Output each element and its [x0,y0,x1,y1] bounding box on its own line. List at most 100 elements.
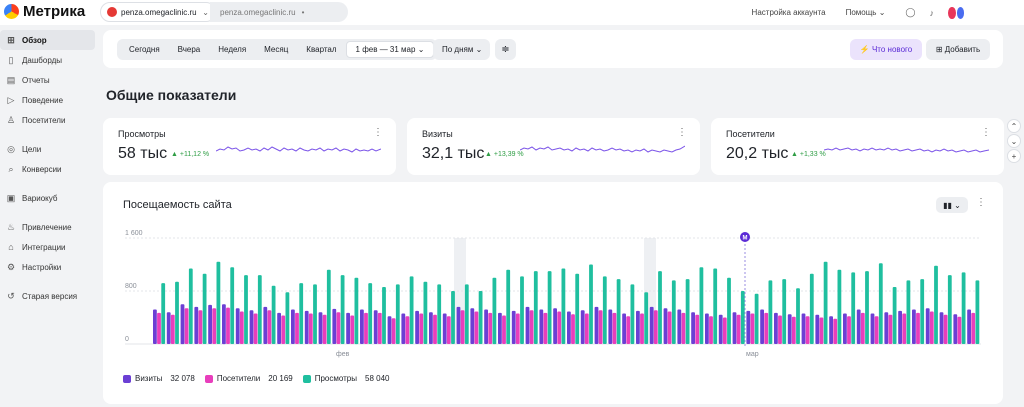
period-today[interactable]: Сегодня [129,45,160,54]
metric-card-visits[interactable]: Визиты 32,1 тыс ▲ +13,39 % ⋮ [407,118,700,175]
bar-0 [732,312,737,344]
sliders-icon: ≑ [501,44,510,55]
chat-icon[interactable]: ◯ [905,7,916,17]
bar-1 [819,317,824,344]
dot-icon: • [301,7,305,17]
bar-1 [640,313,644,344]
widgets-icon: ⊞ [935,45,943,54]
sidebar-item-old-version[interactable]: ↺ Старая версия [0,286,97,306]
period-quarter[interactable]: Квартал [306,45,337,54]
grid-icon: ⊞ [7,34,15,45]
filter-settings-button[interactable]: ≑ [495,39,516,60]
date-range-picker[interactable]: 1 фев — 31 мар ⌄ [345,41,435,58]
sidebar-item-overview[interactable]: ⊞ Обзор [0,30,95,50]
legend-item-pageviews[interactable]: Просмотры 58 040 [302,374,389,383]
bar-1 [736,314,741,344]
add-button[interactable]: ⊞ Добавить [926,39,990,60]
grouping-select[interactable]: По дням ⌄ [433,39,490,60]
kebab-menu-icon[interactable]: ⋮ [981,127,991,138]
kebab-menu-icon[interactable]: ⋮ [373,127,383,138]
metric-card-pageviews[interactable]: Просмотры 58 тыс ▲ +11,12 % ⋮ [103,118,396,175]
bar-1 [446,316,451,344]
legend-label: Просмотры [314,374,358,383]
traffic-chart-card: Посещаемость сайта ▮▮ ⌄ ⋮ 0 800 1 600 фев ма… [103,182,1003,404]
page-title: Общие показатели [106,87,237,103]
bar-2 [382,287,386,344]
scroll-down-button[interactable]: ⌄ [1007,134,1021,148]
bar-0 [594,306,599,344]
bar-2 [409,276,414,344]
traffic-bar-chart: 0 800 1 600 фев мар М [125,230,981,358]
bar-2 [616,279,621,344]
sidebar-item-conversions[interactable]: ⌕ Конверсии [0,159,97,179]
bar-1 [860,312,865,344]
legend-swatch [302,374,311,383]
kebab-menu-icon[interactable]: ⋮ [976,197,986,208]
bar-1 [681,312,686,344]
bar-2 [961,272,966,344]
sidebar-item-visitors[interactable]: ♙ Посетители [0,110,97,130]
metric-card-visitors[interactable]: Посетители 20,2 тыс ▲ +1,33 % ⋮ [711,118,1004,175]
chart-type-select[interactable]: ▮▮ ⌄ [936,197,968,213]
legend-swatch [204,374,213,383]
site-filter-chip[interactable]: penza.omegaclinic.ru • [210,2,348,22]
legend-label: Посетители [216,374,261,383]
history-icon: ↺ [7,290,15,301]
sidebar-item-label: Старая версия [22,291,78,301]
bar-2 [851,272,856,344]
bar-2 [464,284,469,344]
site-filter-label: penza.omegaclinic.ru [220,7,296,17]
filter-bar: Сегодня Вчера Неделя Месяц Квартал 1 фев… [103,30,1003,68]
lightning-icon: ⚡ [859,45,870,54]
bar-2 [175,281,179,344]
site-selector[interactable]: penza.omegaclinic.ru ⌄ [100,2,216,22]
bar-1 [405,316,410,344]
bar-1 [198,310,203,344]
period-month[interactable]: Месяц [264,45,289,54]
grouping-label: По дням [442,45,474,54]
scroll-up-button[interactable]: ⌃ [1007,119,1021,133]
bar-2 [230,267,235,344]
sparkline-line [216,146,381,153]
sparkline-line [520,145,685,153]
sidebar-item-acquisition[interactable]: ♨ Привлечение [0,217,97,237]
chevron-down-icon: ⌄ [417,45,425,54]
bar-0 [636,310,640,344]
sidebar-item-behavior[interactable]: ▷ Поведение [0,90,97,110]
bar-0 [249,310,254,344]
metric-title: Визиты [422,129,453,139]
bar-2 [216,261,221,344]
period-yesterday[interactable]: Вчера [177,45,201,54]
bar-0 [346,312,350,344]
help-menu[interactable]: Помощь ⌄ [846,8,886,17]
period-week[interactable]: Неделя [218,45,247,54]
chevron-down-icon: ⌄ [1010,136,1018,146]
logo[interactable]: Метрика [4,3,85,20]
sidebar-item-goals[interactable]: ◎ Цели [0,139,97,159]
sparkline [216,146,381,153]
sidebar-item-settings[interactable]: ⚙ Настройки [0,257,97,277]
bar-0 [153,309,157,344]
bar-1 [170,314,175,344]
bar-0 [801,313,806,344]
kebab-menu-icon[interactable]: ⋮ [677,127,687,138]
sidebar-item-integrations[interactable]: ⌂ Интеграции [0,237,97,257]
bar-2 [782,279,787,344]
legend-item-visitors[interactable]: Посетители 20 169 [204,374,293,383]
sparkline [520,145,685,153]
bell-icon[interactable]: ♪ [929,7,935,18]
avatar[interactable] [948,6,964,19]
person-icon: ♙ [6,114,16,125]
sidebar-item-dashboards[interactable]: ▯ Дашборды [0,50,97,70]
whats-new-button[interactable]: ⚡ Что нового [850,39,922,60]
bar-2 [906,280,911,344]
bar-1 [267,310,272,344]
annotation-marker [740,232,750,242]
bar-2 [547,271,552,344]
bar-0 [415,310,419,344]
sidebar-item-variocube[interactable]: ▣ Вариокуб [0,188,97,208]
add-metric-button[interactable]: + [1007,149,1021,163]
account-settings-link[interactable]: Настройка аккаунта [751,8,826,17]
legend-item-visits[interactable]: Визиты 32 078 [123,374,195,383]
sidebar-item-reports[interactable]: ▤ Отчеты [0,70,97,90]
